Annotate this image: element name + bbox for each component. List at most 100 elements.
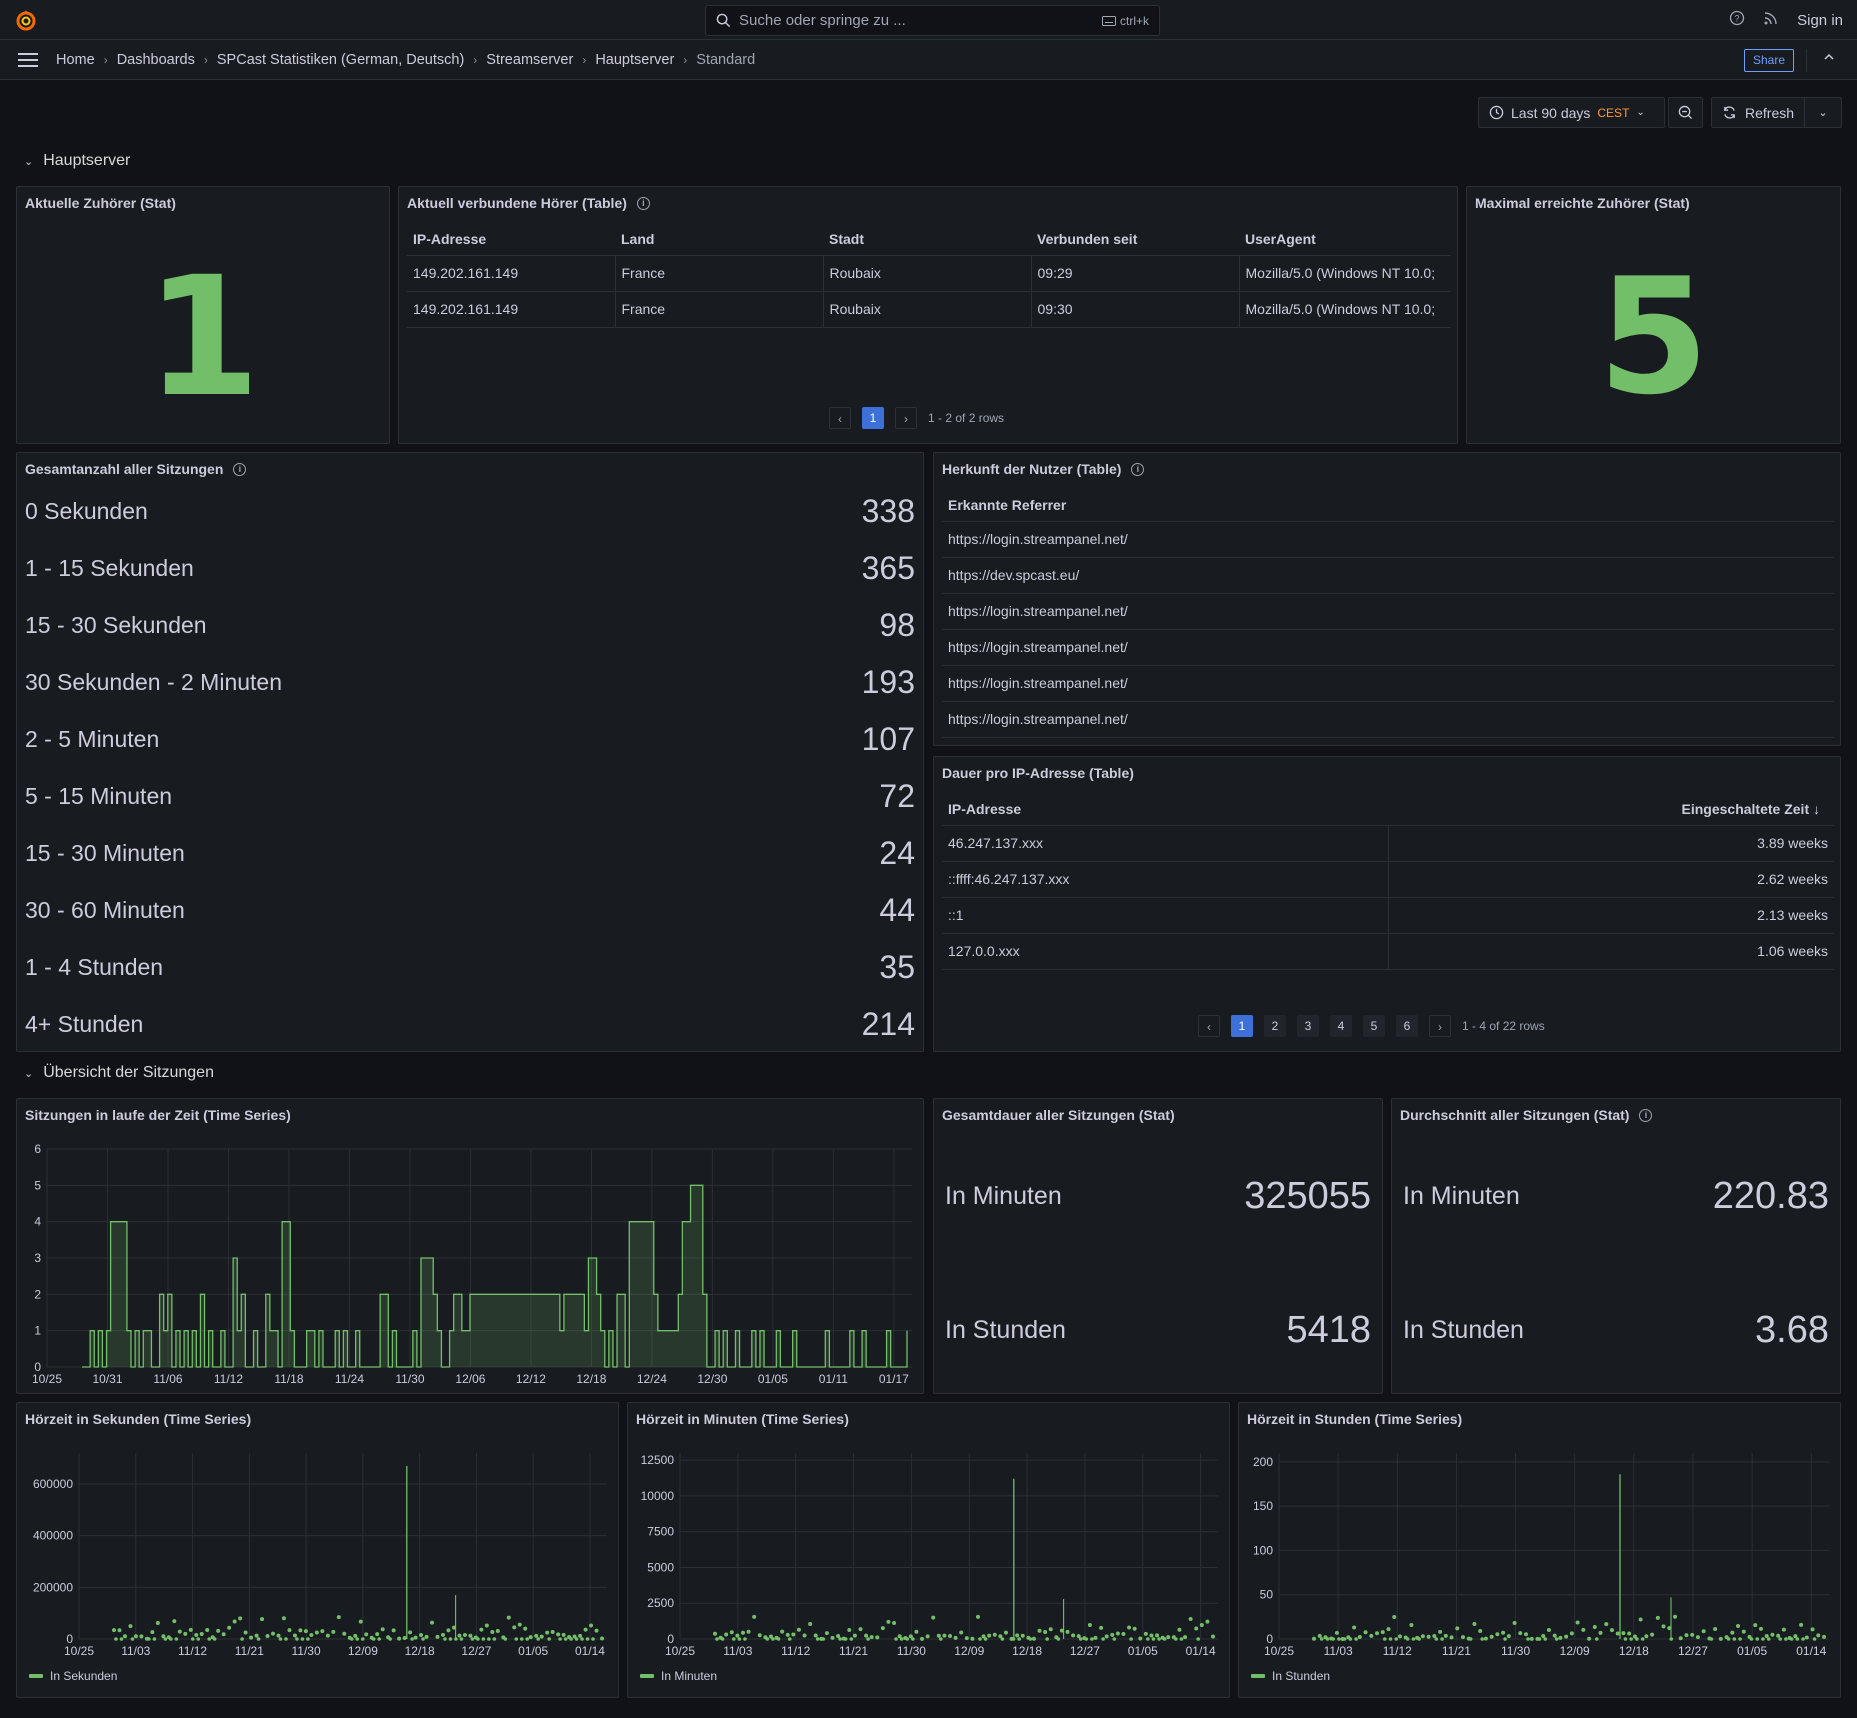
next-page-button[interactable]: › — [895, 407, 917, 429]
refresh-button[interactable]: Refresh ⌄ — [1711, 97, 1842, 128]
data-point — [1690, 1632, 1695, 1637]
prev-page-button[interactable]: ‹ — [1198, 1015, 1220, 1037]
data-point — [1755, 1637, 1760, 1641]
data-point — [130, 1637, 135, 1641]
data-point — [506, 1615, 511, 1620]
chevron-down-icon: ⌄ — [1636, 107, 1645, 118]
info-icon[interactable]: i — [1639, 1108, 1653, 1122]
page-button[interactable]: 3 — [1297, 1015, 1319, 1037]
share-button[interactable]: Share — [1744, 49, 1794, 72]
data-point — [360, 1637, 365, 1641]
column-header[interactable]: Verbunden seit — [1031, 223, 1239, 256]
x-tick-label: 10/25 — [32, 1372, 62, 1386]
column-header[interactable]: UserAgent — [1239, 223, 1451, 256]
data-point — [430, 1620, 435, 1625]
panel-herkunft: Herkunft der Nutzer (Table) i Erkannte Re… — [933, 452, 1841, 746]
data-point — [1594, 1637, 1599, 1641]
column-header[interactable]: Stadt — [823, 223, 1031, 256]
data-point — [594, 1628, 599, 1633]
y-tick-label: 200 — [1253, 1455, 1273, 1469]
help-icon[interactable]: ? — [1729, 10, 1745, 30]
data-point — [1352, 1625, 1357, 1630]
data-point — [1104, 1634, 1109, 1639]
sessions-time-series-chart[interactable]: 0 1 2 3 4 5 6 10/25 10/31 11/06 11/12 11/18 11/24 11/… — [17, 1099, 924, 1394]
data-point — [112, 1628, 116, 1633]
legend[interactable]: In Minuten — [640, 1669, 717, 1683]
rss-icon[interactable] — [1763, 10, 1779, 30]
next-page-button[interactable]: › — [1429, 1015, 1451, 1037]
data-point — [512, 1625, 517, 1630]
data-point — [1020, 1633, 1025, 1638]
data-point — [1078, 1637, 1083, 1641]
bucket-label: 30 - 60 Minuten — [25, 896, 185, 923]
page-button[interactable]: 1 — [1231, 1015, 1253, 1037]
breadcrumb-spcast[interactable]: SPCast Statistiken (German, Deutsch) — [216, 52, 465, 68]
data-point — [303, 1629, 308, 1634]
data-point — [894, 1637, 898, 1641]
data-point — [1028, 1637, 1033, 1641]
data-point — [119, 1637, 124, 1641]
column-header[interactable]: IP-Adresse — [942, 793, 1388, 826]
page-button[interactable]: 2 — [1264, 1015, 1286, 1037]
sign-in-link[interactable]: Sign in — [1797, 11, 1843, 29]
stat-row: In Stunden 3.68 — [1403, 1309, 1829, 1352]
data-point — [1337, 1637, 1341, 1641]
x-tick-label: 12/24 — [637, 1372, 667, 1386]
y-tick-label: 4 — [34, 1215, 41, 1229]
data-point — [1478, 1628, 1483, 1633]
row-hauptserver[interactable]: ⌄ Hauptserver — [24, 152, 130, 170]
breadcrumb-dashboards[interactable]: Dashboards — [116, 52, 195, 68]
hoerzeit-sekunden-chart[interactable]: 0 200000 400000 600000 10/25 11/03 11/12 11/21 1… — [17, 1403, 619, 1698]
data-point — [174, 1637, 179, 1641]
column-header[interactable]: Land — [615, 223, 823, 256]
legend[interactable]: In Stunden — [1251, 1669, 1330, 1683]
hoerzeit-minuten-chart[interactable]: 0 2500 5000 7500 10000 12500 10/25 11/03 11/12 11… — [628, 1403, 1230, 1698]
refresh-icon — [1724, 106, 1735, 119]
data-point — [484, 1623, 489, 1628]
page-button[interactable]: 4 — [1330, 1015, 1352, 1037]
page-button[interactable]: 1 — [862, 407, 884, 429]
data-point — [1132, 1626, 1137, 1631]
column-header[interactable]: IP-Adresse — [407, 223, 615, 256]
data-point — [525, 1637, 530, 1641]
chevron-up-icon[interactable] — [1823, 50, 1835, 66]
data-point — [1609, 1628, 1614, 1633]
info-icon[interactable]: i — [636, 196, 650, 210]
table-cell: ::1 — [942, 897, 1388, 934]
data-point — [600, 1636, 604, 1641]
table-cell: https://login.streampanel.net/ — [942, 593, 1834, 630]
session-bucket-row: 1 - 15 Sekunden 365 — [25, 546, 915, 590]
zoom-out-button[interactable] — [1668, 97, 1703, 128]
legend[interactable]: In Sekunden — [29, 1669, 117, 1683]
grafana-logo-icon[interactable] — [14, 8, 38, 32]
y-tick-label: 5000 — [647, 1560, 674, 1574]
column-header-sorted[interactable]: Eingeschaltete Zeit ↓ — [1388, 793, 1834, 826]
data-point — [886, 1619, 891, 1624]
data-point — [1537, 1637, 1542, 1641]
data-point — [813, 1633, 818, 1638]
breadcrumb-streamserver[interactable]: Streamserver — [486, 52, 574, 68]
chevron-down-icon: ⌄ — [24, 1067, 34, 1080]
breadcrumb-home[interactable]: Home — [56, 52, 95, 68]
page-button[interactable]: 6 — [1396, 1015, 1418, 1037]
data-point — [1432, 1634, 1437, 1639]
info-icon[interactable]: i — [233, 462, 247, 476]
data-point — [1558, 1635, 1563, 1640]
info-icon[interactable]: i — [1131, 462, 1145, 476]
search-placeholder: Suche oder springe zu ... — [739, 12, 906, 29]
breadcrumb-hauptserver[interactable]: Hauptserver — [595, 52, 675, 68]
search-input[interactable]: Suche oder springe zu ... ctrl+k — [705, 5, 1160, 36]
data-point — [992, 1632, 997, 1637]
divider — [1806, 49, 1807, 72]
time-range-picker[interactable]: Last 90 days CEST ⌄ — [1478, 97, 1665, 128]
hoerzeit-stunden-chart[interactable]: 0 50 100 150 200 10/25 11/03 11/12 11/21 11/30 12/… — [1239, 1403, 1841, 1698]
y-tick-label: 200000 — [33, 1580, 73, 1594]
data-point — [457, 1633, 462, 1638]
row-uebersicht[interactable]: ⌄ Übersicht der Sitzungen — [24, 1064, 214, 1082]
prev-page-button[interactable]: ‹ — [829, 407, 851, 429]
page-button[interactable]: 5 — [1363, 1015, 1385, 1037]
column-header[interactable]: Erkannte Referrer — [942, 489, 1834, 522]
session-bucket-row: 0 Sekunden 338 — [25, 489, 915, 533]
menu-icon[interactable] — [18, 53, 38, 67]
refresh-interval-chevron-icon[interactable]: ⌄ — [1818, 107, 1828, 119]
